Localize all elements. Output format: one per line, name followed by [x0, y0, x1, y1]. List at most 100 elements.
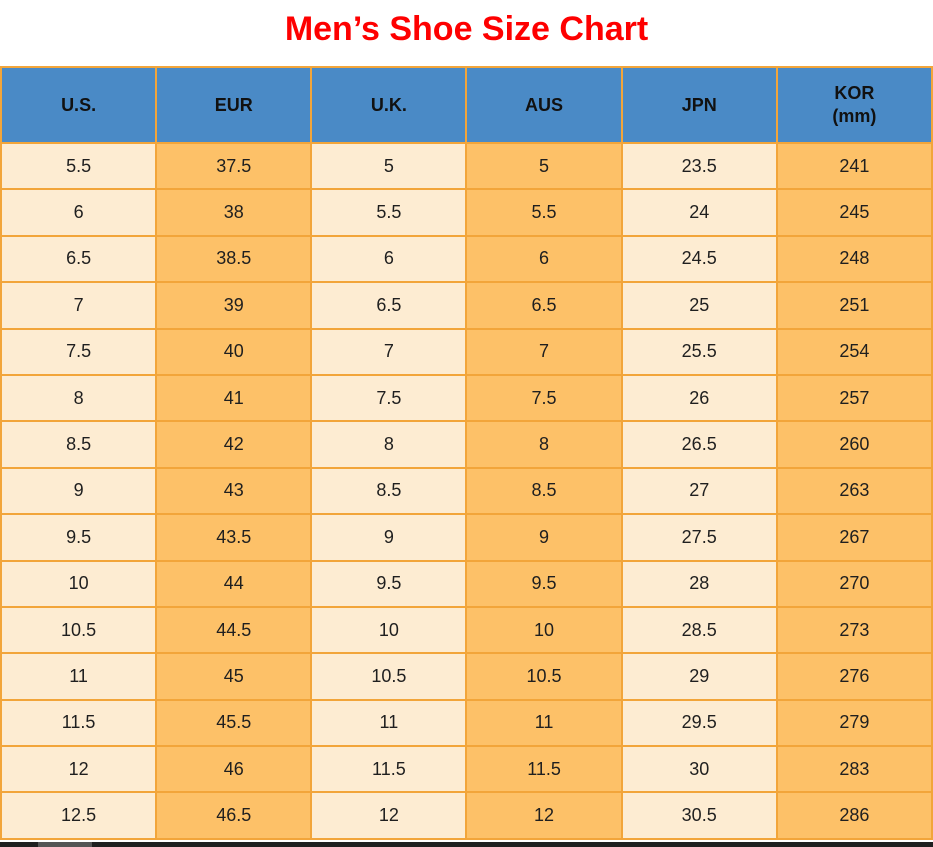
table-cell: 24 — [620, 188, 778, 237]
scrollbar-thumb[interactable] — [38, 842, 92, 847]
table-row: 8.5 42 8 8 26.5 260 — [0, 420, 933, 469]
table-cell: 9 — [310, 513, 468, 562]
table-cell: 26 — [620, 373, 778, 423]
table-cell: 44.5 — [155, 605, 313, 655]
column-header-line: U.S. — [61, 94, 97, 115]
table-cell: 270 — [775, 559, 933, 608]
table-cell: 241 — [775, 141, 933, 191]
table-cell: 6 — [465, 234, 623, 284]
table-cell: 12.5 — [0, 791, 158, 840]
column-header-line: AUS — [525, 94, 564, 115]
column-header-line: U.K. — [370, 94, 407, 115]
table-cell: 279 — [775, 698, 933, 748]
table-cell: 38 — [155, 188, 313, 237]
table-row: 12.5 46.5 12 12 30.5 286 — [0, 791, 933, 840]
table-cell: 8.5 — [310, 466, 468, 516]
table-row: 9 43 8.5 8.5 27 263 — [0, 466, 933, 516]
table-row: 6 38 5.5 5.5 24 245 — [0, 188, 933, 237]
column-header-line: EUR — [214, 94, 253, 115]
table-cell: 40 — [155, 327, 313, 376]
table-cell: 254 — [775, 327, 933, 376]
column-header: EUR — [155, 66, 313, 144]
table-cell: 286 — [775, 791, 933, 840]
table-cell: 12 — [465, 791, 623, 840]
table-cell: 45.5 — [155, 698, 313, 748]
table-row: 9.5 43.5 9 9 27.5 267 — [0, 513, 933, 562]
column-header: JPN — [620, 66, 778, 144]
table-cell: 46.5 — [155, 791, 313, 840]
table-cell: 5 — [465, 141, 623, 191]
table-cell: 30.5 — [620, 791, 778, 840]
table-cell: 25.5 — [620, 327, 778, 376]
table-cell: 38.5 — [155, 234, 313, 284]
table-cell: 9.5 — [465, 559, 623, 608]
table-row: 11 45 10.5 10.5 29 276 — [0, 652, 933, 701]
table-cell: 10 — [310, 605, 468, 655]
table-cell: 30 — [620, 745, 778, 794]
table-cell: 9 — [465, 513, 623, 562]
table-cell: 28 — [620, 559, 778, 608]
column-header: U.S. — [0, 66, 158, 144]
table-row: 11.5 45.5 11 11 29.5 279 — [0, 698, 933, 748]
table-cell: 7 — [465, 327, 623, 376]
table-row: 7.5 40 7 7 25.5 254 — [0, 327, 933, 376]
column-header-line: KOR — [834, 83, 875, 103]
table-cell: 25 — [620, 281, 778, 330]
table-cell: 257 — [775, 373, 933, 423]
table-cell: 5.5 — [310, 188, 468, 237]
table-cell: 11 — [310, 698, 468, 748]
table-cell: 260 — [775, 420, 933, 469]
shoe-size-table: U.S. EUR U.K. AUS JPN KOR (mm) 5.5 37.5 5 5 23.5 24… — [0, 66, 933, 840]
table-row: 5.5 37.5 5 5 23.5 241 — [0, 141, 933, 191]
table-cell: 7 — [0, 281, 158, 330]
table-cell: 6.5 — [0, 234, 158, 284]
table-body: 5.5 37.5 5 5 23.5 241 6 38 5.5 5.5 24 245 6.5 38.5 6 6 2… — [0, 141, 933, 840]
table-cell: 10 — [0, 559, 158, 608]
table-cell: 6 — [0, 188, 158, 237]
table-cell: 11 — [0, 652, 158, 701]
table-cell: 41 — [155, 373, 313, 423]
table-cell: 39 — [155, 281, 313, 330]
column-header: AUS — [465, 66, 623, 144]
table-cell: 45 — [155, 652, 313, 701]
table-cell: 283 — [775, 745, 933, 794]
table-cell: 6.5 — [310, 281, 468, 330]
table-row: 7 39 6.5 6.5 25 251 — [0, 281, 933, 330]
table-cell: 44 — [155, 559, 313, 608]
table-cell: 27 — [620, 466, 778, 516]
table-row: 8 41 7.5 7.5 26 257 — [0, 373, 933, 423]
table-header: U.S. EUR U.K. AUS JPN KOR (mm) — [0, 66, 933, 144]
table-cell: 7.5 — [310, 373, 468, 423]
table-cell: 43.5 — [155, 513, 313, 562]
column-header: KOR (mm) — [775, 66, 933, 144]
table-cell: 12 — [0, 745, 158, 794]
table-cell: 11.5 — [465, 745, 623, 794]
table-cell: 9.5 — [0, 513, 158, 562]
table-cell: 29.5 — [620, 698, 778, 748]
table-cell: 9.5 — [310, 559, 468, 608]
table-cell: 7.5 — [465, 373, 623, 423]
table-cell: 46 — [155, 745, 313, 794]
table-cell: 267 — [775, 513, 933, 562]
table-cell: 5 — [310, 141, 468, 191]
table-cell: 8.5 — [0, 420, 158, 469]
table-cell: 10.5 — [0, 605, 158, 655]
table-cell: 245 — [775, 188, 933, 237]
table-cell: 9 — [0, 466, 158, 516]
table-cell: 7.5 — [0, 327, 158, 376]
column-header-line: JPN — [681, 94, 717, 115]
table-cell: 12 — [310, 791, 468, 840]
table-cell: 26.5 — [620, 420, 778, 469]
table-cell: 5.5 — [0, 141, 158, 191]
table-cell: 11.5 — [310, 745, 468, 794]
table-cell: 10.5 — [310, 652, 468, 701]
table-cell: 276 — [775, 652, 933, 701]
horizontal-scrollbar[interactable] — [0, 842, 933, 847]
table-cell: 28.5 — [620, 605, 778, 655]
table-cell: 27.5 — [620, 513, 778, 562]
table-cell: 11 — [465, 698, 623, 748]
table-cell: 6.5 — [465, 281, 623, 330]
table-cell: 37.5 — [155, 141, 313, 191]
table-cell: 10 — [465, 605, 623, 655]
